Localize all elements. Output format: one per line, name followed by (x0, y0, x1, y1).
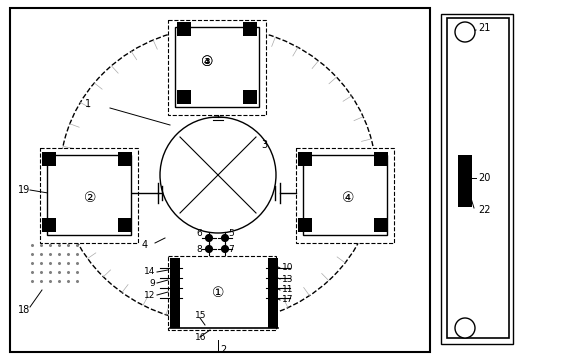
Text: 22: 22 (478, 205, 490, 215)
Bar (42, 218, 56, 232)
Bar (40, 148, 138, 243)
Circle shape (206, 246, 213, 252)
Text: 10: 10 (282, 264, 293, 273)
Text: 18: 18 (18, 305, 30, 315)
Bar (243, 22, 257, 36)
Bar (175, 27, 259, 107)
Bar (296, 148, 394, 243)
Bar (447, 18, 509, 338)
Text: 12: 12 (144, 291, 155, 300)
Circle shape (160, 117, 276, 233)
Circle shape (222, 234, 229, 242)
Text: 16: 16 (195, 333, 206, 342)
Text: ③: ③ (201, 55, 213, 69)
Text: 14: 14 (144, 267, 155, 276)
Circle shape (455, 22, 475, 42)
Bar (374, 152, 388, 166)
Bar (268, 258, 278, 328)
Circle shape (455, 318, 475, 338)
Bar (441, 14, 513, 344)
Bar (177, 90, 191, 104)
Text: 6: 6 (196, 229, 202, 238)
Bar (168, 20, 266, 115)
Text: ②: ② (84, 191, 96, 205)
Bar (118, 218, 132, 232)
Text: 1: 1 (85, 99, 91, 109)
Text: 21: 21 (478, 23, 490, 33)
Text: 20: 20 (478, 173, 490, 183)
Text: 2: 2 (220, 345, 226, 355)
Text: 8: 8 (196, 244, 202, 253)
Text: ④: ④ (342, 191, 354, 205)
Bar (298, 152, 312, 166)
Text: 3: 3 (261, 140, 267, 150)
Bar (170, 258, 180, 328)
Bar (298, 218, 312, 232)
Bar (47, 155, 131, 235)
Text: 17: 17 (282, 296, 293, 305)
Text: 5: 5 (228, 229, 234, 238)
Bar (118, 152, 132, 166)
Text: 13: 13 (282, 274, 293, 284)
Text: 7: 7 (228, 244, 234, 253)
Text: ①: ① (212, 286, 224, 300)
Text: 11: 11 (282, 285, 293, 294)
Text: 15: 15 (195, 311, 206, 320)
Text: 9: 9 (149, 279, 155, 288)
Bar (177, 22, 191, 36)
Bar (10, 8, 430, 352)
Circle shape (222, 246, 229, 252)
Circle shape (206, 234, 213, 242)
Text: ④: ④ (201, 55, 213, 69)
Bar (303, 155, 387, 235)
Bar (243, 90, 257, 104)
Bar (458, 155, 472, 207)
Bar (374, 218, 388, 232)
Text: 4: 4 (142, 240, 148, 250)
Text: 19: 19 (18, 185, 30, 195)
Bar (42, 152, 56, 166)
Bar (168, 256, 276, 330)
